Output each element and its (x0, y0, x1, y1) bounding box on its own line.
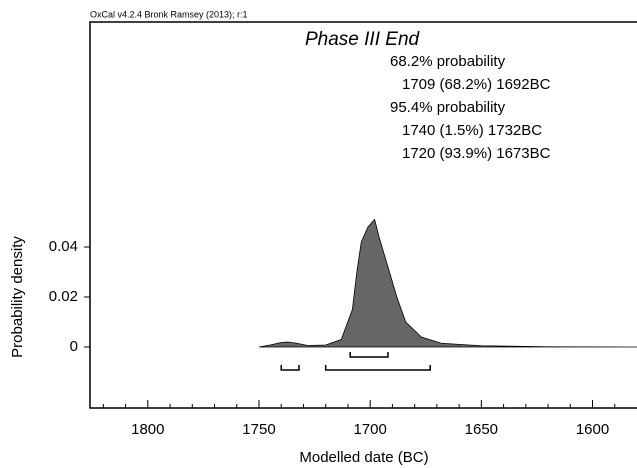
range-bracket (324, 365, 431, 371)
range-heading: 68.2% probability (390, 53, 506, 70)
x-axis-label: Modelled date (BC) (299, 449, 428, 466)
range-bracket (349, 352, 389, 358)
y-axis-label: Probability density (9, 236, 26, 358)
x-tick-label: 1600 (576, 421, 609, 438)
x-tick-label: 1650 (465, 421, 498, 438)
x-tick-label: 1800 (131, 421, 164, 438)
software-label: OxCal v4.2.4 Bronk Ramsey (2013); r:1 (90, 9, 248, 19)
y-tick-label: 0.02 (49, 288, 78, 305)
plot-frame (89, 21, 637, 409)
y-tick-label: 0.04 (49, 238, 78, 255)
range-interval: 1740 (1.5%) 1732BC (402, 122, 542, 139)
chart-title: Phase III End (305, 29, 421, 50)
x-tick-label: 1700 (353, 421, 386, 438)
y-tick-label: 0 (70, 338, 78, 355)
range-heading: 95.4% probability (390, 99, 506, 116)
x-tick-label: 1750 (242, 421, 275, 438)
range-interval: 1720 (93.9%) 1673BC (402, 145, 551, 162)
range-bracket (280, 365, 300, 371)
density-area (258, 218, 637, 348)
range-interval: 1709 (68.2%) 1692BC (402, 76, 551, 93)
